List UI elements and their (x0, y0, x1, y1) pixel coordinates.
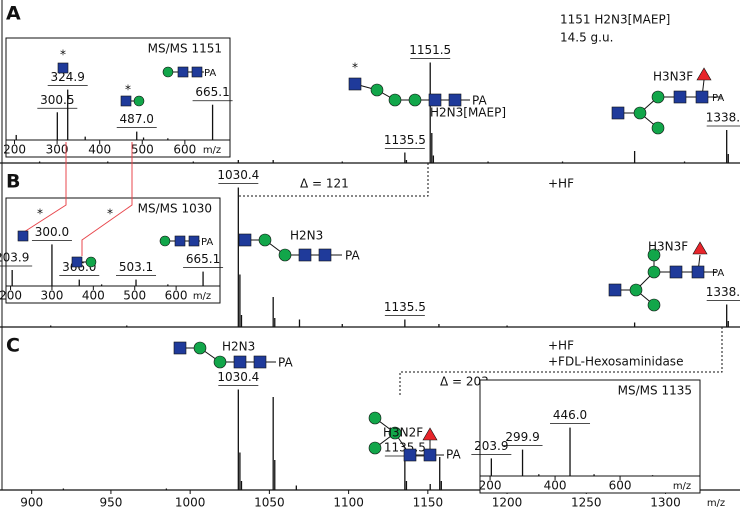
panel-label: B (6, 171, 20, 193)
x-tick-label: 1100 (333, 496, 364, 509)
peak-label: 665.1 (186, 252, 220, 266)
x-tick-label: 200 (0, 289, 22, 303)
annotation: * (37, 207, 43, 221)
glycan (348, 77, 470, 107)
peak-label: 1151.5 (409, 43, 451, 57)
annotation: Δ = 203 (440, 375, 489, 389)
annotation: PA (278, 356, 293, 370)
peak-label: 299.9 (505, 430, 539, 444)
x-tick-label: 1000 (175, 496, 206, 509)
peak-label: 1135.5 (384, 133, 426, 147)
annotation: 1151 H2N3[MAEP] (560, 13, 670, 27)
annotation: H2N3 (222, 340, 255, 354)
insets: MS/MS 1151 200 300 400 500 600 m/z 300.5 324.9 48… (0, 37, 701, 494)
annotation: H2N3 (290, 229, 323, 243)
x-tick-label: 1050 (254, 496, 285, 509)
inset-title: MS/MS 1151 (148, 42, 222, 56)
x-tick-label: 300 (40, 289, 63, 303)
peak-label: 300.5 (40, 93, 74, 107)
inset-decorations: * * PA * * PA (17, 48, 216, 268)
annotation: PA (712, 268, 724, 279)
x-tick-label: 600 (609, 479, 632, 493)
annotation: PA (712, 93, 724, 104)
inset-title: MS/MS 1135 (618, 384, 692, 398)
peak-label: 665.1 (195, 85, 229, 99)
annotation: PA (446, 448, 461, 462)
decorations: A B C 1151 H2N3[MAEP] 14.5 g.u. * H2N3[M… (6, 3, 724, 462)
peak-label: 203.9 (0, 251, 29, 265)
annotation: * (125, 83, 131, 97)
annotation: * (352, 61, 358, 75)
panel-label: C (6, 335, 20, 357)
annotation: PA (201, 237, 213, 248)
annotation: +FDL-Hexosaminidase (548, 355, 683, 369)
x-axis-label: m/z (203, 145, 221, 156)
delta-connector (399, 327, 723, 395)
x-axis-label: m/z (673, 481, 691, 492)
peak-label: 487.0 (120, 112, 154, 126)
annotation: PA (204, 68, 216, 79)
peak-label: 1135.5 (384, 300, 426, 314)
annotation: 14.5 g.u. (560, 31, 613, 45)
annotation: * (107, 207, 113, 221)
x-tick-label: 950 (99, 496, 122, 509)
glycan (368, 411, 444, 462)
peak-label: 503.1 (119, 260, 153, 274)
x-axis-label: m/z (707, 498, 725, 509)
annotation: H3N2F (383, 426, 423, 440)
inset-frame (5, 37, 231, 158)
glycan (611, 67, 722, 135)
glycan (57, 62, 204, 107)
x-tick-label: 1150 (413, 496, 444, 509)
annotation: Δ = 121 (300, 177, 349, 191)
peak-label: 1030.4 (217, 168, 259, 182)
x-tick-label: 200 (3, 143, 26, 157)
glycan (238, 233, 342, 262)
x-axis-label: m/z (193, 291, 211, 302)
x-tick-label: 900 (20, 496, 43, 509)
x-tick-label: 400 (82, 289, 105, 303)
annotation: PA (345, 249, 360, 263)
x-tick-label: 600 (165, 289, 188, 303)
x-tick-label: 400 (88, 143, 111, 157)
peak-label: 203.9 (474, 439, 508, 453)
annotation: H2N3[MAEP] (430, 106, 506, 120)
glycan (173, 341, 276, 369)
peak-label: 1338.6 (706, 111, 740, 125)
annotation: +HF (548, 177, 574, 191)
peak-label: 324.9 (51, 70, 85, 84)
peak-label: 446.0 (553, 408, 587, 422)
panel-label: A (6, 3, 21, 25)
link-line (81, 142, 133, 256)
link-line (23, 142, 67, 233)
peak-label: 1338.6 (706, 285, 740, 299)
inset-frame (479, 379, 701, 494)
annotation: +HF (548, 339, 574, 353)
annotation: * (60, 48, 66, 62)
x-tick-label: 500 (131, 143, 154, 157)
x-tick-label: 300 (46, 143, 69, 157)
x-tick-label: 500 (123, 289, 146, 303)
delta-connector (237, 163, 429, 197)
annotation: PA (472, 94, 487, 108)
inset-title: MS/MS 1030 (138, 202, 212, 216)
x-tick-label: 600 (173, 143, 196, 157)
glycan (17, 230, 200, 268)
peak-label: 1030.4 (217, 370, 259, 384)
x-tick-label: 1200 (492, 496, 523, 509)
x-tick-label: 200 (479, 479, 502, 493)
x-tick-label: 1300 (650, 496, 681, 509)
x-tick-label: 400 (544, 479, 567, 493)
peak-label: 300.0 (35, 225, 69, 239)
annotation: H3N3F (653, 70, 693, 84)
glycan (608, 241, 716, 312)
annotation: H3N3F (648, 240, 688, 254)
x-tick-label: 1250 (571, 496, 602, 509)
